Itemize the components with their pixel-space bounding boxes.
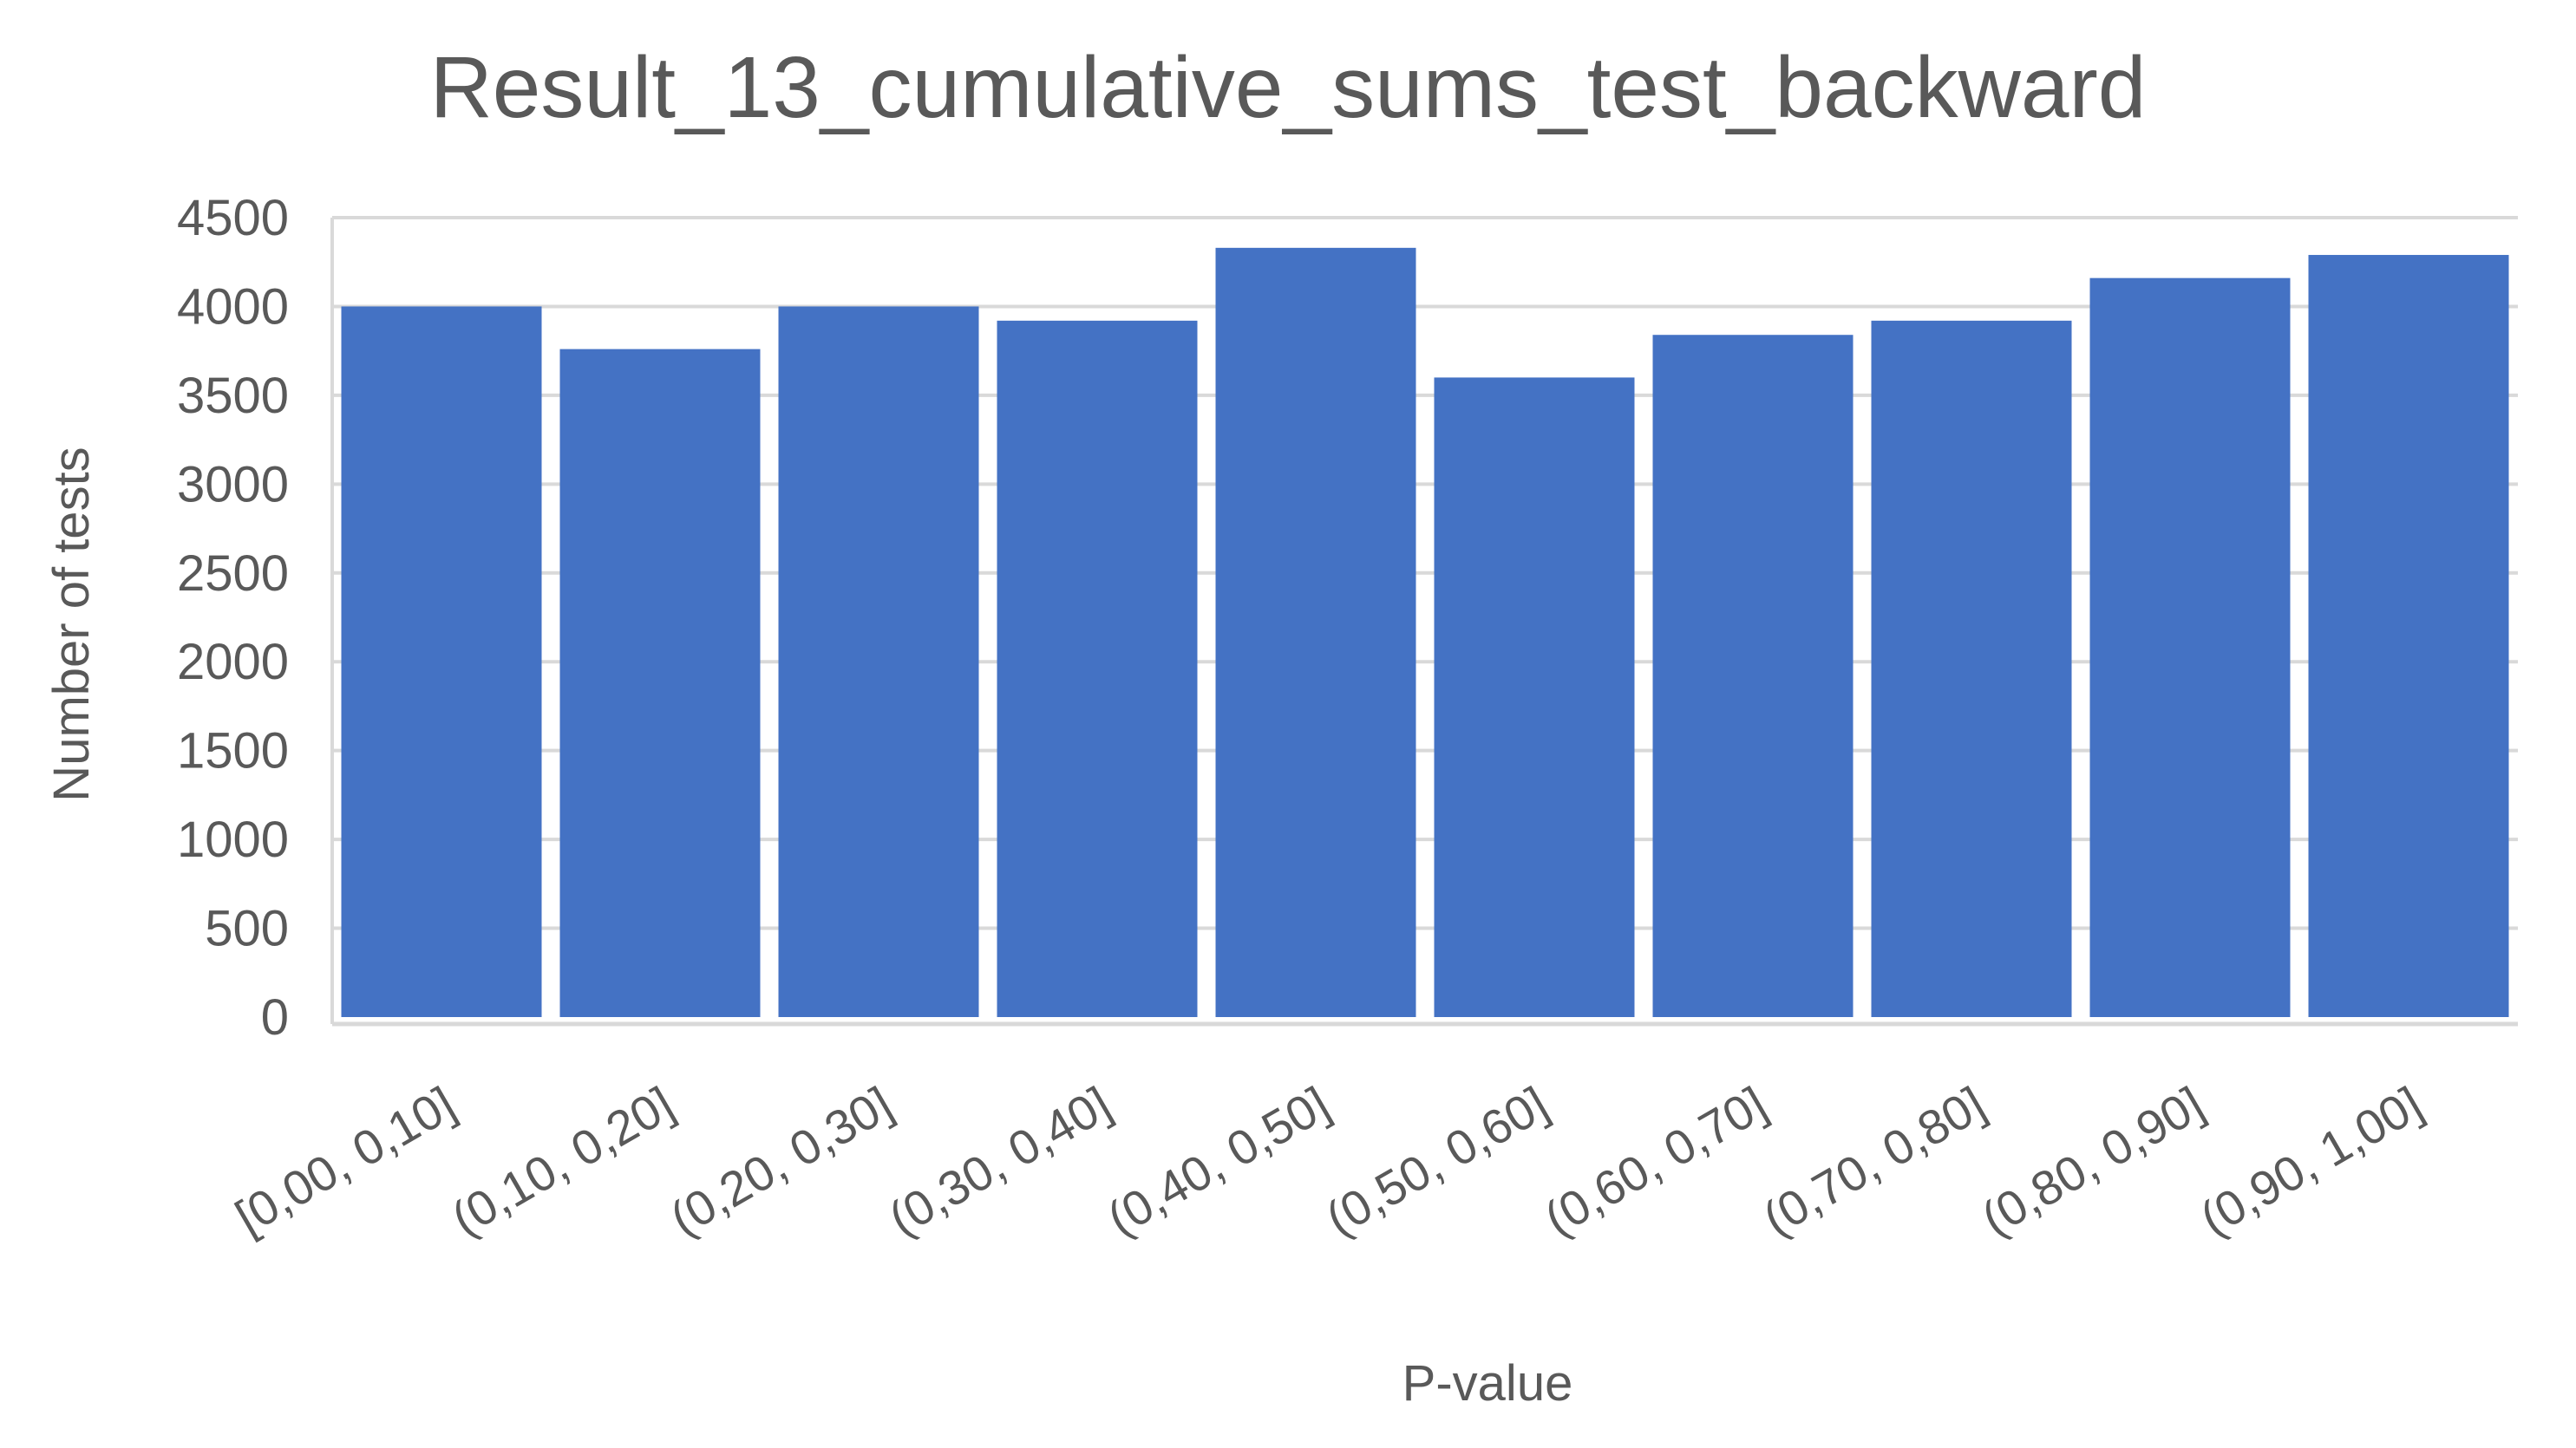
y-tick-label: 4500: [177, 190, 289, 246]
x-axis-title: P-value: [1402, 1355, 1573, 1412]
axes: [330, 218, 2518, 1027]
bar: [2089, 277, 2291, 1017]
y-tick-label: 0: [261, 989, 289, 1046]
bar: [1652, 335, 1854, 1017]
bar: [778, 306, 979, 1017]
y-tick-label: 3500: [177, 368, 289, 424]
y-tick-label: 1500: [177, 723, 289, 779]
bar: [341, 306, 542, 1017]
y-tick-label: 500: [205, 901, 289, 957]
bar: [559, 349, 761, 1017]
bars: [341, 247, 2509, 1017]
y-tick-label: 2000: [177, 634, 289, 690]
bar: [1871, 320, 2072, 1017]
y-tick-labels: 0 500 1000 1500 2000 2500 3000 3500 4000 4500: [177, 190, 289, 1046]
bar: [1434, 377, 1635, 1017]
chart-title: Result_13_cumulative_sums_test_backward: [430, 39, 2147, 136]
y-axis-title: Number of tests: [43, 447, 100, 801]
bar: [1215, 247, 1416, 1017]
y-tick-label: 4000: [177, 278, 289, 335]
y-tick-label: 2500: [177, 545, 289, 602]
bar: [997, 320, 1198, 1017]
y-tick-label: 3000: [177, 456, 289, 512]
bar: [2308, 255, 2509, 1017]
y-tick-label: 1000: [177, 812, 289, 868]
